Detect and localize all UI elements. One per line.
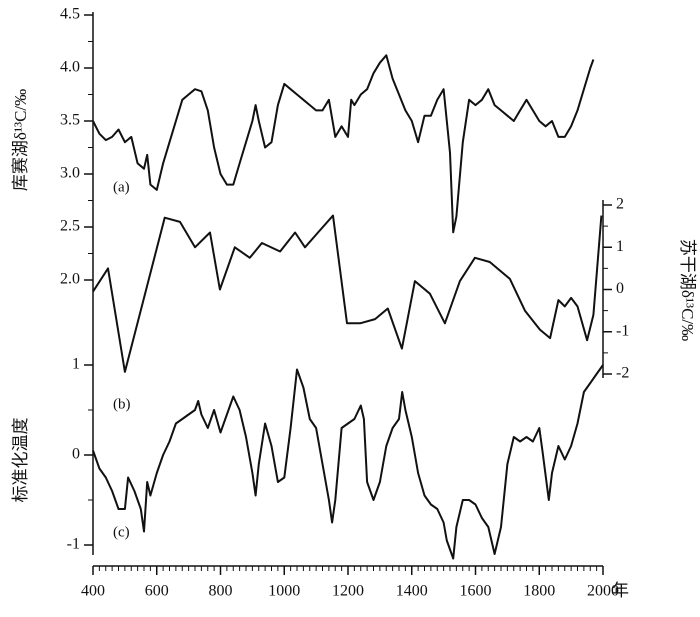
y-tick-label: 3.5 bbox=[60, 112, 80, 129]
x-tick-label: 800 bbox=[209, 583, 233, 600]
y-tick-label: 0 bbox=[616, 280, 624, 297]
y-tick-label: 2.5 bbox=[60, 218, 80, 235]
y-tick-label: -2 bbox=[616, 365, 629, 382]
data-line bbox=[92, 214, 603, 373]
y-axis-label: 苏干湖δ¹³C/‰ bbox=[678, 239, 697, 341]
x-tick-label: 1400 bbox=[396, 583, 428, 600]
y-tick-label: 4.0 bbox=[60, 59, 80, 76]
y-axis-label: 库赛湖δ¹³C/‰ bbox=[10, 89, 30, 191]
y-tick-label: 3.0 bbox=[60, 165, 80, 182]
x-tick-label: 2000 bbox=[587, 583, 619, 600]
y-tick-label: 2 bbox=[616, 196, 624, 213]
panel-label: (a) bbox=[113, 179, 130, 195]
data-line bbox=[92, 54, 595, 234]
x-tick-label: 400 bbox=[81, 583, 105, 600]
y-tick-label: -1 bbox=[616, 322, 629, 339]
panel-label: (b) bbox=[113, 396, 131, 412]
x-axis-label: 年 bbox=[612, 581, 629, 600]
x-tick-label: 1600 bbox=[460, 583, 492, 600]
y-tick-label: 0 bbox=[72, 446, 80, 463]
x-tick-label: 1000 bbox=[268, 583, 300, 600]
y-tick-label: -1 bbox=[67, 536, 80, 553]
x-tick-label: 1200 bbox=[332, 583, 364, 600]
data-line bbox=[92, 364, 604, 560]
x-tick-label: 600 bbox=[145, 583, 169, 600]
x-tick-label: 1800 bbox=[523, 583, 555, 600]
y-tick-label: 4.5 bbox=[60, 6, 80, 23]
panel-label: (c) bbox=[113, 524, 130, 540]
y-tick-label: 1 bbox=[72, 356, 80, 373]
y-axis-label: 标准化温度 bbox=[11, 418, 30, 503]
y-tick-label: 1 bbox=[616, 238, 624, 255]
y-tick-label: 2.0 bbox=[60, 271, 80, 288]
